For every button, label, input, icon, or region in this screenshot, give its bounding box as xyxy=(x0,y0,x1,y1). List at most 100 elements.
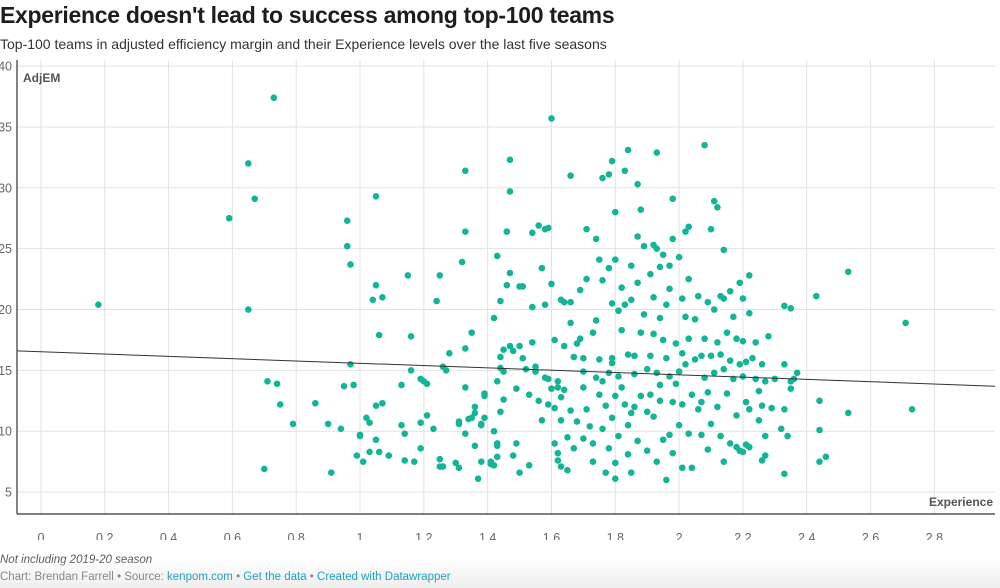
data-point xyxy=(758,360,766,368)
data-point xyxy=(372,402,380,409)
data-point xyxy=(608,354,616,362)
data-point xyxy=(765,332,772,340)
data-point xyxy=(624,451,632,458)
data-point xyxy=(500,396,507,403)
data-point xyxy=(678,295,686,302)
data-point xyxy=(423,380,431,388)
data-point xyxy=(353,452,361,459)
data-point xyxy=(739,373,747,380)
data-point xyxy=(742,398,750,406)
data-point xyxy=(538,264,546,272)
data-point xyxy=(608,414,616,422)
x-tick-label: 1 xyxy=(357,531,364,540)
x-tick-label: 2.2 xyxy=(734,531,751,540)
data-point xyxy=(640,311,648,318)
data-point xyxy=(742,358,750,366)
data-point xyxy=(529,339,536,346)
data-point xyxy=(573,340,581,347)
data-point xyxy=(446,350,453,357)
data-point xyxy=(707,225,715,233)
data-point xyxy=(647,270,654,278)
data-point xyxy=(637,329,645,336)
data-point xyxy=(758,457,766,464)
data-point xyxy=(570,444,578,452)
source-link[interactable]: kenpom.com xyxy=(167,571,233,583)
data-point xyxy=(401,457,408,464)
data-point xyxy=(627,262,635,269)
data-point xyxy=(375,331,383,339)
data-point xyxy=(618,384,625,391)
data-point xyxy=(605,264,613,272)
data-point xyxy=(554,384,562,391)
datawrapper-link[interactable]: Created with Datawrapper xyxy=(317,571,451,583)
data-point xyxy=(781,302,788,310)
data-point xyxy=(468,414,475,422)
data-point xyxy=(746,443,753,451)
data-point xyxy=(500,346,507,353)
data-point xyxy=(328,469,335,476)
data-point xyxy=(260,465,268,473)
data-point xyxy=(787,305,795,312)
y-axis-title: AdjEM xyxy=(23,71,60,85)
data-point xyxy=(688,464,696,472)
scatter-chart: 5 10 15 20 25 30 35 40 0 0.2 0.4 0.6 0.8 1 1.2 1.4 1.6 1… xyxy=(0,60,996,540)
data-point xyxy=(746,309,753,317)
data-point xyxy=(401,430,408,437)
data-point xyxy=(768,404,775,412)
data-point xyxy=(698,352,705,360)
x-tick-label: 1.4 xyxy=(479,531,496,540)
data-point xyxy=(580,435,587,442)
data-point xyxy=(245,160,252,167)
data-point xyxy=(564,434,571,441)
data-point xyxy=(95,301,102,308)
data-point xyxy=(704,446,712,453)
footer-fade xyxy=(0,558,1000,588)
data-point xyxy=(525,391,533,399)
trend-line xyxy=(16,350,996,387)
data-point xyxy=(723,329,731,336)
data-point xyxy=(678,464,686,472)
data-point xyxy=(647,391,654,399)
data-point xyxy=(379,399,386,407)
data-point xyxy=(736,360,744,368)
data-point xyxy=(663,354,670,362)
data-point xyxy=(548,115,555,122)
data-point xyxy=(385,452,393,459)
data-point xyxy=(576,286,584,294)
data-point xyxy=(398,381,405,389)
data-point xyxy=(471,403,479,411)
data-point xyxy=(678,350,686,357)
data-point xyxy=(627,469,635,476)
data-point xyxy=(468,329,475,336)
data-point xyxy=(621,167,629,175)
data-point xyxy=(615,432,622,440)
get-data-link[interactable]: Get the data xyxy=(243,571,307,583)
data-point xyxy=(538,416,546,424)
data-point xyxy=(474,475,482,483)
data-point xyxy=(516,342,523,350)
data-point xyxy=(608,157,616,165)
data-point xyxy=(720,458,728,465)
data-point xyxy=(324,420,332,428)
data-point xyxy=(761,432,769,440)
data-point xyxy=(490,427,498,435)
data-point xyxy=(596,391,603,399)
data-point xyxy=(583,275,590,283)
x-tick-labels: 0 0.2 0.4 0.6 0.8 1 1.2 1.4 1.6 1.8 2 2.2 2.4 2.6 2.8 xyxy=(37,531,943,540)
data-point xyxy=(611,459,619,467)
x-tick-label: 2.6 xyxy=(862,531,879,540)
byline: Chart: Brendan Farrell • Source: kenpom.… xyxy=(0,571,451,583)
data-point xyxy=(611,256,619,263)
data-point xyxy=(276,401,284,408)
data-point xyxy=(560,298,568,306)
data-point xyxy=(544,401,552,408)
data-point xyxy=(366,419,373,427)
data-point xyxy=(672,340,680,347)
data-point xyxy=(583,406,590,413)
data-point xyxy=(720,365,728,373)
data-point xyxy=(481,392,488,400)
data-point xyxy=(618,284,625,291)
data-point xyxy=(490,462,498,469)
data-point xyxy=(726,440,734,447)
byline-separator: • xyxy=(306,571,318,583)
